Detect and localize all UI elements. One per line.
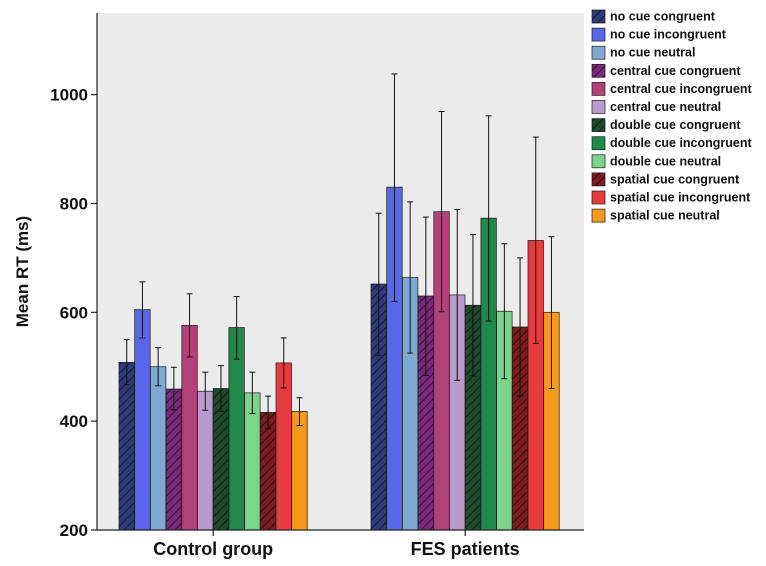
legend-swatch: [591, 154, 606, 169]
y-tick-label: 400: [60, 412, 88, 431]
legend-swatch: [591, 63, 606, 78]
error-bar-double-cue-congruent-0: [217, 365, 224, 412]
legend-swatch: [591, 45, 606, 60]
error-bar-no-cue-neutral-1: [407, 201, 414, 354]
bar-spatial-cue-congruent-0: [259, 412, 277, 531]
y-tick-label: 200: [60, 521, 88, 540]
legend-item: no cue congruent: [591, 9, 716, 24]
error-bar-spatial-cue-incongruent-0: [280, 337, 287, 389]
error-bar-no-cue-neutral-0: [155, 347, 162, 387]
legend-label: central cue incongruent: [610, 82, 753, 96]
x-tick-label: Control group: [153, 539, 273, 559]
legend-label: spatial cue incongruent: [610, 191, 751, 205]
legend-swatch: [591, 82, 606, 96]
error-bar-double-cue-incongruent-0: [233, 296, 240, 360]
error-bar-central-cue-neutral-0: [202, 371, 209, 411]
legend-label: no cue congruent: [610, 10, 716, 24]
legend-item: central cue congruent: [591, 63, 741, 78]
legend-label: central cue congruent: [610, 64, 741, 78]
legend-label: double cue congruent: [610, 118, 741, 132]
error-bar-central-cue-incongruent-1: [438, 111, 445, 313]
legend-label: no cue incongruent: [610, 28, 727, 42]
legend-label: spatial cue congruent: [610, 172, 740, 186]
legend-label: central cue neutral: [610, 100, 721, 114]
error-bar-double-cue-incongruent-1: [485, 115, 492, 322]
legend-swatch: [591, 208, 606, 223]
error-bar-spatial-cue-congruent-0: [265, 395, 272, 430]
error-bar-spatial-cue-neutral-1: [548, 236, 555, 390]
legend-swatch: [591, 136, 606, 151]
legend-swatch: [591, 9, 606, 24]
legend-item: spatial cue neutral: [591, 208, 720, 223]
legend-swatch: [591, 190, 606, 205]
legend-item: double cue neutral: [591, 154, 721, 169]
bar-groups: [118, 186, 560, 531]
legend-item: spatial cue incongruent: [591, 190, 751, 205]
error-bar-no-cue-incongruent-1: [391, 73, 398, 302]
error-bar-double-cue-neutral-0: [249, 371, 256, 415]
legend-label: spatial cue neutral: [610, 209, 720, 223]
error-bar-central-cue-congruent-0: [170, 366, 177, 411]
legend-label: double cue neutral: [610, 154, 721, 168]
y-axis-title: Mean RT (ms): [13, 216, 32, 327]
y-tick-label: 600: [60, 303, 88, 322]
legend: no cue congruent no cue incongruent no cue…: [591, 9, 753, 223]
error-bar-double-cue-congruent-1: [469, 233, 476, 377]
error-bar-no-cue-congruent-1: [375, 212, 382, 356]
error-bar-central-cue-congruent-1: [422, 216, 429, 376]
legend-swatch: [591, 172, 606, 187]
legend-item: double cue congruent: [591, 118, 741, 132]
legend-item: no cue incongruent: [591, 27, 727, 42]
legend-swatch: [591, 100, 606, 114]
error-bar-spatial-cue-neutral-0: [296, 397, 303, 427]
legend-swatch: [591, 27, 606, 42]
bar-no-cue-incongruent-0: [134, 309, 151, 531]
bar-spatial-cue-neutral-0: [291, 411, 308, 531]
legend-item: no cue neutral: [591, 45, 695, 60]
axes: 200 400 600 800 1000 Control group FES patient…: [50, 13, 584, 559]
error-bar-no-cue-incongruent-0: [139, 281, 146, 339]
bar-central-cue-neutral-0: [197, 390, 214, 531]
legend-label: double cue incongruent: [610, 136, 753, 150]
bar-no-cue-congruent-0: [118, 362, 135, 531]
error-bar-spatial-cue-congruent-1: [517, 257, 524, 397]
legend-item: central cue incongruent: [591, 82, 753, 96]
y-tick-label: 800: [60, 194, 88, 213]
legend-swatch: [591, 118, 606, 132]
bar-no-cue-neutral-0: [150, 366, 167, 531]
error-bars: [123, 73, 555, 430]
error-bar-central-cue-neutral-1: [454, 208, 461, 381]
error-bar-spatial-cue-incongruent-1: [532, 136, 539, 344]
legend-item: spatial cue congruent: [591, 172, 740, 187]
x-tick-label: FES patients: [411, 539, 520, 559]
error-bar-double-cue-neutral-1: [501, 243, 508, 380]
legend-item: central cue neutral: [591, 100, 721, 114]
legend-item: double cue incongruent: [591, 136, 753, 151]
y-tick-label: 1000: [50, 86, 88, 105]
error-bar-no-cue-congruent-0: [123, 339, 130, 386]
legend-label: no cue neutral: [610, 46, 695, 60]
error-bar-central-cue-incongruent-0: [186, 293, 193, 358]
